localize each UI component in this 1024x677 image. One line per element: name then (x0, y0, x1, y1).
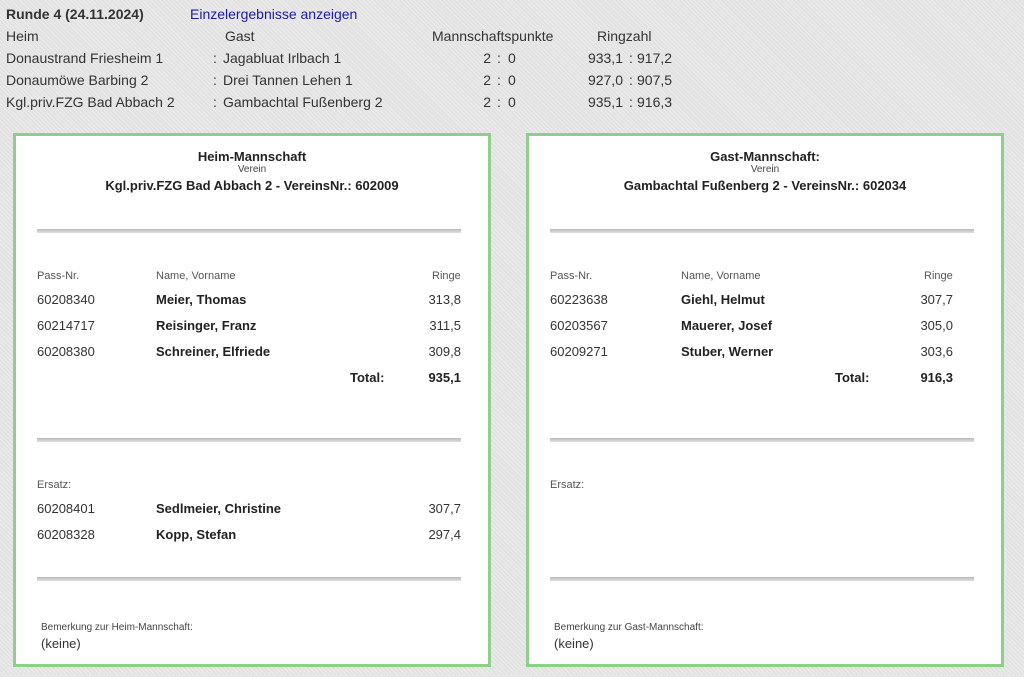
column-pass-number: Pass-Nr. (550, 270, 593, 282)
result-points-colon: : (497, 94, 501, 110)
remark-label: Bemerkung zur Heim-Mannschaft: (41, 622, 193, 633)
header-team-points: Mannschaftspunkte (432, 28, 554, 44)
guest-club-label: Verein (750, 164, 780, 175)
result-points-home: 2 (483, 94, 491, 110)
substitute-rings: 297,4 (428, 527, 461, 542)
shooter-rings: 313,8 (428, 292, 461, 307)
divider (37, 438, 461, 442)
shooter-rings: 307,7 (920, 292, 953, 307)
header-home: Heim (6, 28, 39, 44)
home-team-title: Heim-Mannschaft (197, 149, 307, 164)
shooter-name: Reisinger, Franz (156, 318, 257, 333)
substitute-pass-number: 60208328 (37, 527, 95, 542)
result-separator: : (213, 72, 217, 88)
result-rings-home: 935,1 (587, 94, 623, 110)
result-points-home: 2 (483, 72, 491, 88)
shooter-rings: 309,8 (428, 344, 461, 359)
results-header: Heim Gast Mannschaftspunkte Ringzahl (6, 28, 906, 46)
shooter-pass-number: 60214717 (37, 318, 95, 333)
shooter-rings: 311,5 (429, 318, 461, 333)
total-value: 916,3 (920, 370, 953, 385)
column-pass-number: Pass-Nr. (37, 270, 80, 282)
result-rings-colon: : (629, 50, 633, 66)
result-rings-guest: 916,3 (637, 94, 673, 110)
column-rings: Ringe (432, 270, 461, 282)
substitute-pass-number: 60208401 (37, 501, 95, 516)
shooter-name: Schreiner, Elfriede (156, 344, 271, 359)
result-points-home: 2 (483, 50, 491, 66)
header-guest: Gast (225, 28, 255, 44)
shooter-name: Mauerer, Josef (681, 318, 773, 333)
shooter-pass-number: 60223638 (550, 292, 608, 307)
round-header: Runde 4 (24.11.2024) (6, 6, 144, 22)
substitutes-label: Ersatz: (37, 479, 72, 491)
result-points-guest: 0 (508, 50, 516, 66)
divider (37, 229, 461, 233)
result-row: Kgl.priv.FZG Bad Abbach 2 : Gambachtal F… (6, 94, 906, 112)
round-title: Runde 4 (24.11.2024) (6, 6, 144, 22)
total-label: Total: (350, 370, 385, 385)
substitute-name: Kopp, Stefan (156, 527, 237, 542)
remark-label: Bemerkung zur Gast-Mannschaft: (554, 622, 704, 633)
remark-value: (keine) (41, 636, 81, 651)
home-club-name: Kgl.priv.FZG Bad Abbach 2 - VereinsNr.: … (105, 178, 399, 193)
divider (37, 577, 461, 581)
substitute-rings: 307,7 (428, 501, 461, 516)
result-home-team: Donaustrand Friesheim 1 (6, 50, 164, 66)
shooter-rings: 305,0 (920, 318, 953, 333)
result-separator: : (213, 50, 217, 66)
home-club-label: Verein (237, 164, 267, 175)
result-guest-team: Gambachtal Fußenberg 2 (223, 94, 383, 110)
shooter-pass-number: 60208340 (37, 292, 95, 307)
result-points-colon: : (497, 72, 501, 88)
result-rings-colon: : (629, 94, 633, 110)
result-rings-home: 933,1 (587, 50, 623, 66)
substitute-name: Sedlmeier, Christine (156, 501, 281, 516)
result-row: Donaumöwe Barbing 2 : Drei Tannen Lehen … (6, 72, 906, 90)
total-label: Total: (835, 370, 870, 385)
shooter-name: Stuber, Werner (681, 344, 774, 359)
divider (550, 229, 974, 233)
divider (550, 438, 974, 442)
result-rings-home: 927,0 (587, 72, 623, 88)
result-guest-team: Drei Tannen Lehen 1 (223, 72, 353, 88)
result-points-guest: 0 (508, 72, 516, 88)
result-separator: : (213, 94, 217, 110)
shooter-pass-number: 60209271 (550, 344, 608, 359)
result-points-colon: : (497, 50, 501, 66)
result-rings-guest: 907,5 (637, 72, 673, 88)
guest-club-name: Gambachtal Fußenberg 2 - VereinsNr.: 602… (623, 178, 907, 193)
shooter-pass-number: 60208380 (37, 344, 95, 359)
total-value: 935,1 (428, 370, 461, 385)
shooter-name: Giehl, Helmut (681, 292, 765, 307)
substitutes-label: Ersatz: (550, 479, 585, 491)
column-name: Name, Vorname (681, 270, 761, 282)
remark-value: (keine) (554, 636, 594, 651)
shooter-name: Meier, Thomas (156, 292, 247, 307)
divider (550, 577, 974, 581)
show-details-link[interactable]: Einzelergebnisse anzeigen (190, 6, 358, 22)
column-rings: Ringe (924, 270, 953, 282)
result-points-guest: 0 (508, 94, 516, 110)
guest-team-title: Gast-Mannschaft: (710, 149, 820, 164)
home-team-panel: Heim-Mannschaft Verein Kgl.priv.FZG Bad … (13, 133, 491, 667)
shooter-pass-number: 60203567 (550, 318, 608, 333)
result-rings-colon: : (629, 72, 633, 88)
header-ring-count: Ringzahl (597, 28, 652, 44)
guest-team-panel: Gast-Mannschaft: Verein Gambachtal Fußen… (526, 133, 1004, 667)
result-row: Donaustrand Friesheim 1 : Jagabluat Irlb… (6, 50, 906, 68)
column-name: Name, Vorname (156, 270, 236, 282)
result-home-team: Kgl.priv.FZG Bad Abbach 2 (6, 94, 175, 110)
result-guest-team: Jagabluat Irlbach 1 (223, 50, 342, 66)
result-rings-guest: 917,2 (637, 50, 673, 66)
result-home-team: Donaumöwe Barbing 2 (6, 72, 149, 88)
shooter-rings: 303,6 (920, 344, 953, 359)
